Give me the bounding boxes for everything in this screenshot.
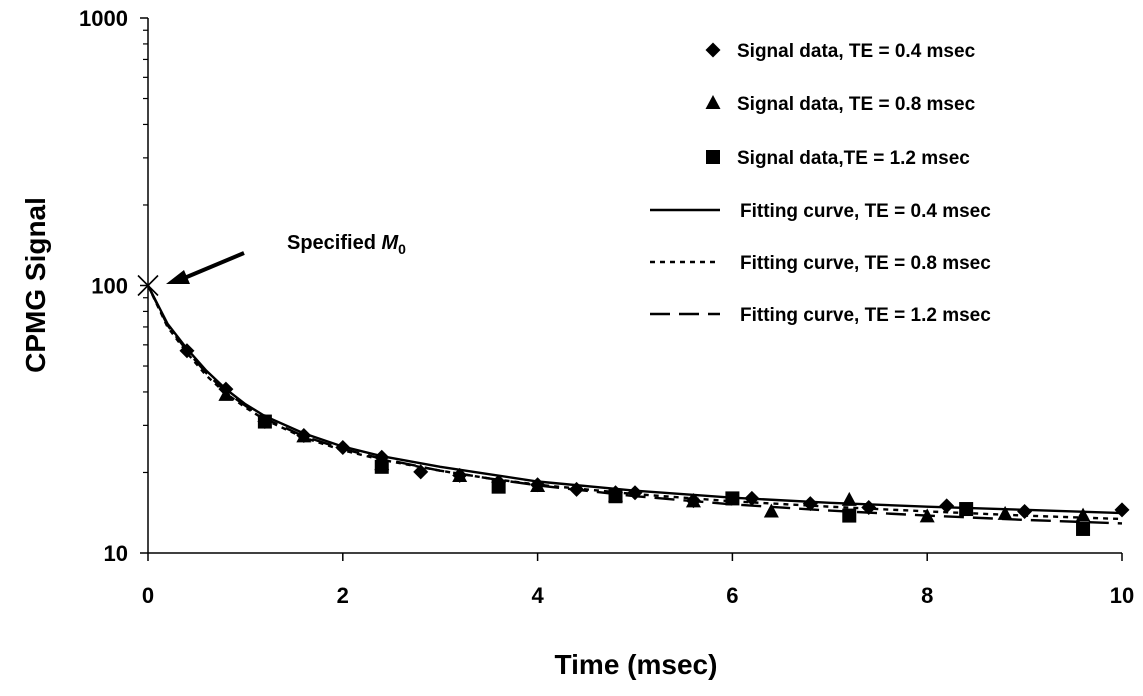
- triangle-marker: [997, 505, 1013, 520]
- diamond-marker: [744, 490, 760, 506]
- legend-label: Fitting curve, TE = 1.2 msec: [740, 305, 991, 326]
- square-marker: [491, 479, 506, 494]
- x-axis-title: Time (msec): [555, 649, 718, 680]
- triangle-marker: [1075, 507, 1091, 522]
- square-marker: [608, 489, 623, 504]
- x-tick-label: 8: [921, 583, 933, 608]
- diamond-marker: [569, 481, 585, 497]
- diamond-marker: [627, 485, 643, 501]
- triangle-marker: [919, 508, 935, 523]
- axes: 10 100 1000 0 2 4 6 8 10: [79, 6, 1134, 608]
- y-tick-label: 100: [91, 274, 128, 299]
- diamond-marker: [939, 498, 955, 514]
- x-tick-label: 0: [142, 583, 154, 608]
- square-marker: [257, 414, 272, 429]
- annotation: Specified M0: [137, 232, 406, 297]
- arrow-shaft: [181, 251, 245, 281]
- y-axis-title: CPMG Signal: [20, 197, 51, 373]
- legend-label: Signal data,TE = 1.2 msec: [737, 148, 970, 169]
- x-tick-label: 2: [337, 583, 349, 608]
- legend-label: Signal data, TE = 0.8 msec: [737, 94, 976, 115]
- square-marker: [959, 502, 974, 517]
- triangle-marker: [705, 95, 721, 109]
- triangle-marker: [218, 386, 234, 401]
- square-marker: [1076, 521, 1091, 536]
- y-tick-label: 10: [104, 541, 128, 566]
- annotation-label: Specified M0: [287, 232, 406, 257]
- x-tick-label: 10: [1110, 583, 1134, 608]
- diamond-marker: [413, 464, 429, 480]
- diamond-marker: [335, 439, 351, 455]
- triangle-marker: [530, 478, 546, 493]
- square-marker: [706, 150, 720, 164]
- triangle-marker: [452, 468, 468, 483]
- square-marker: [725, 491, 740, 506]
- legend-label: Fitting curve, TE = 0.8 msec: [740, 253, 991, 274]
- diamond-marker: [861, 499, 877, 515]
- data-markers: [179, 343, 1130, 536]
- arrow-head: [166, 270, 190, 284]
- triangle-marker: [763, 503, 779, 518]
- diamond-marker: [802, 496, 818, 512]
- diamond-marker: [1114, 502, 1130, 518]
- legend-label: Signal data, TE = 0.4 msec: [737, 41, 976, 62]
- x-tick-label: 4: [531, 583, 544, 608]
- triangle-marker: [296, 428, 312, 443]
- y-tick-label: 1000: [79, 6, 128, 31]
- diamond-marker: [705, 42, 721, 58]
- x-tick-label: 6: [726, 583, 738, 608]
- square-marker: [842, 508, 857, 523]
- triangle-marker: [685, 493, 701, 508]
- triangle-marker: [841, 491, 857, 506]
- square-marker: [374, 459, 389, 474]
- diamond-marker: [179, 343, 195, 359]
- legend-label: Fitting curve, TE = 0.4 msec: [740, 201, 991, 222]
- diamond-marker: [1017, 503, 1033, 519]
- legend: Signal data, TE = 0.4 msec Signal data, T…: [650, 41, 991, 326]
- x-marker: [137, 274, 159, 297]
